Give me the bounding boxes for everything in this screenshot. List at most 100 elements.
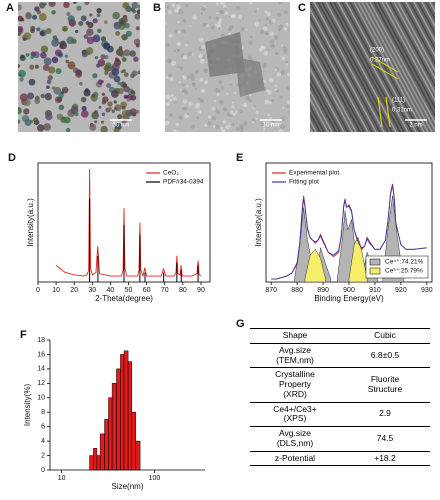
particle — [126, 97, 131, 102]
table-row: Avg.size (DLS,nm) 74.5 — [250, 426, 430, 452]
particle — [65, 59, 69, 64]
y-tick-label: 6 — [41, 424, 45, 431]
particle — [67, 61, 76, 70]
noise — [243, 121, 248, 126]
x-tick-label: 30 — [88, 287, 96, 294]
noise — [225, 124, 231, 130]
noise — [258, 47, 263, 52]
table-row: z-Potential +18.2 — [250, 451, 430, 467]
particle — [47, 75, 53, 81]
particle — [68, 18, 77, 27]
lattice-fringe — [310, 74, 341, 132]
noise — [263, 128, 266, 131]
particle — [36, 124, 45, 132]
y-axis-label: Intensity(a.u.) — [26, 198, 35, 247]
particle — [84, 2, 90, 6]
table-cell: Shape — [250, 328, 340, 344]
noise — [286, 105, 290, 108]
particle — [108, 107, 112, 111]
particle — [92, 73, 98, 79]
noise — [171, 3, 175, 7]
histogram-bar — [135, 440, 141, 471]
legend-label: Ce³⁺:25.79% — [385, 268, 423, 275]
particle — [23, 32, 32, 40]
noise — [254, 21, 260, 27]
noise — [217, 26, 222, 31]
particle — [40, 93, 45, 99]
particle — [137, 70, 140, 75]
noise — [178, 115, 183, 120]
noise — [198, 53, 204, 59]
particle — [36, 27, 41, 32]
particle — [112, 11, 120, 20]
noise — [175, 122, 180, 127]
particle — [133, 38, 140, 46]
noise — [267, 48, 271, 51]
particle — [118, 46, 123, 50]
scale-bar-label: 2 nm — [409, 123, 422, 129]
noise — [228, 25, 234, 30]
table-row: Avg.size (TEM,nm) 6.8±0.5 — [250, 343, 430, 369]
particle — [121, 33, 128, 41]
particle — [34, 98, 41, 105]
noise — [224, 11, 229, 15]
lattice-annotation: 0.31nm — [392, 108, 412, 114]
noise — [252, 105, 256, 109]
particle — [62, 25, 68, 32]
texture — [310, 2, 435, 132]
noise — [277, 12, 282, 18]
lattice-fringe — [337, 2, 409, 132]
particle — [80, 96, 87, 103]
marker — [371, 56, 399, 73]
noise — [203, 68, 209, 74]
particle — [96, 8, 102, 14]
particle — [65, 127, 71, 132]
lattice-fringe — [373, 2, 435, 117]
lattice-fringe — [310, 30, 365, 132]
y-tick-label: 18 — [37, 337, 45, 344]
noise — [173, 96, 177, 101]
noise — [177, 20, 180, 24]
noise — [268, 77, 274, 83]
histogram-bar — [93, 448, 98, 471]
noise — [191, 81, 195, 85]
particle — [83, 89, 91, 97]
noise — [230, 122, 235, 127]
particle — [58, 41, 63, 45]
noise — [223, 107, 228, 112]
lattice-fringe — [369, 2, 435, 125]
particle — [100, 54, 106, 60]
histogram-bar — [116, 368, 121, 471]
particle — [121, 57, 127, 62]
lattice-fringe — [385, 2, 435, 95]
noise — [285, 22, 289, 27]
particle — [71, 38, 77, 44]
noise — [199, 58, 205, 64]
noise — [226, 92, 229, 95]
x-tick-label: 40 — [107, 287, 115, 294]
particle — [78, 21, 84, 27]
noise — [165, 120, 170, 126]
noise — [286, 86, 290, 91]
noise — [199, 37, 204, 43]
noise — [238, 127, 244, 132]
x-tick-label: 880 — [291, 287, 303, 294]
table-row: Shape Cubic — [250, 328, 430, 344]
particle — [121, 119, 127, 125]
table-row: Crystalline Property (XRD) Fluorite Struc… — [250, 367, 430, 403]
noise — [250, 35, 253, 39]
table-cell: 74.5 — [340, 426, 430, 452]
particle — [123, 49, 131, 57]
noise — [287, 100, 290, 105]
noise — [220, 86, 225, 90]
noise — [271, 43, 275, 47]
noise — [202, 23, 206, 27]
particle — [123, 85, 130, 93]
table-cell: z-Potential — [250, 451, 340, 467]
particle — [18, 73, 22, 77]
noise — [287, 111, 290, 114]
noise — [282, 106, 285, 109]
noise — [165, 42, 170, 47]
particle — [135, 26, 140, 31]
particle — [102, 42, 111, 50]
